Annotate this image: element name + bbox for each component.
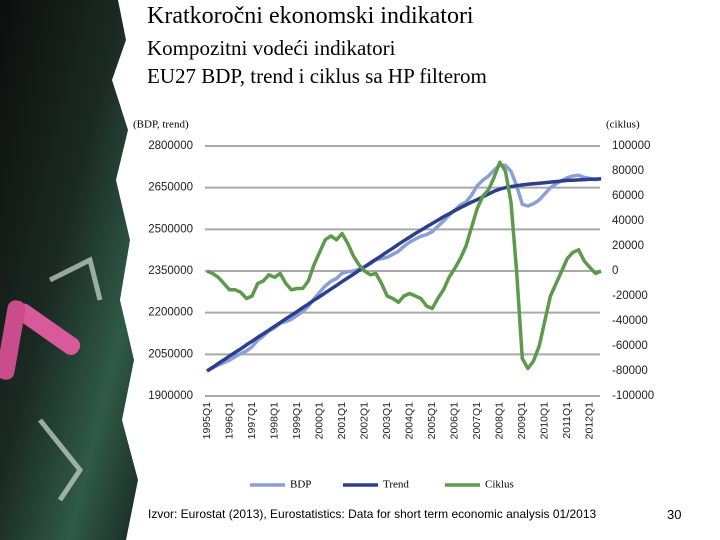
y2-tick-label: -20000 [612, 290, 648, 302]
slide-subtitle: Kompozitni vodeći indikatori [147, 36, 396, 60]
y2-tick-label: 60000 [612, 190, 644, 202]
x-tick-label: 2007Q1 [471, 402, 483, 440]
x-tick-label: 1995Q1 [201, 402, 213, 440]
x-tick-label: 2004Q1 [403, 402, 415, 440]
chalk-scribble [38, 256, 103, 502]
slide-title: Kratkoročni ekonomski indikatori [147, 3, 474, 29]
y-tick-label: 1900000 [148, 390, 193, 402]
slide-subtitle: EU27 BDP, trend i ciklus sa HP filterom [147, 64, 487, 88]
x-tick-label: 2010Q1 [539, 402, 551, 440]
y2-tick-label: -60000 [612, 340, 648, 352]
chalk-pink [14, 303, 81, 356]
y-tick-label: 2800000 [148, 140, 193, 152]
legend-label: Trend [383, 479, 409, 491]
y2-tick-label: -40000 [612, 315, 648, 327]
y2-tick-label: -80000 [612, 365, 648, 377]
x-tick-label: 1999Q1 [291, 402, 303, 440]
y-tick-label: 2350000 [148, 265, 193, 277]
y2-axis-label: (ciklus) [606, 119, 640, 131]
y-tick-label: 2050000 [148, 348, 193, 360]
y-tick-label: 2500000 [148, 223, 193, 235]
page-number: 30 [667, 507, 682, 522]
legend-label: BDP [290, 479, 311, 491]
y2-tick-label: 40000 [612, 215, 644, 227]
y2-tick-label: 80000 [612, 165, 644, 177]
x-tick-label: 2001Q1 [336, 402, 348, 440]
y-tick-label: 2200000 [148, 307, 193, 319]
chalk-pink [0, 300, 26, 380]
y2-tick-label: 20000 [612, 240, 644, 252]
x-tick-label: 2009Q1 [516, 402, 528, 440]
x-tick-label: 2000Q1 [313, 402, 325, 440]
x-tick-label: 1997Q1 [246, 402, 258, 440]
x-tick-label: 2003Q1 [381, 402, 393, 440]
series-line [206, 177, 602, 373]
y2-tick-label: 100000 [612, 140, 650, 152]
x-tick-label: 1998Q1 [268, 402, 280, 440]
y-tick-label: 2650000 [148, 182, 193, 194]
y2-tick-label: 0 [612, 265, 618, 277]
source-note: Izvor: Eurostat (2013), Eurostatistics: … [148, 507, 597, 521]
y2-tick-label: -100000 [612, 390, 654, 402]
x-tick-label: 2008Q1 [494, 402, 506, 440]
x-tick-label: 2005Q1 [426, 402, 438, 440]
series-line [206, 160, 602, 371]
y-axis-label: (BDP, trend) [133, 119, 189, 131]
x-tick-label: 1996Q1 [223, 402, 235, 440]
x-tick-label: 2011Q1 [561, 402, 573, 439]
legend-label: Ciklus [485, 479, 514, 491]
x-tick-label: 2006Q1 [449, 402, 461, 440]
x-tick-label: 2002Q1 [358, 402, 370, 440]
x-tick-label: 2012Q1 [584, 402, 596, 440]
